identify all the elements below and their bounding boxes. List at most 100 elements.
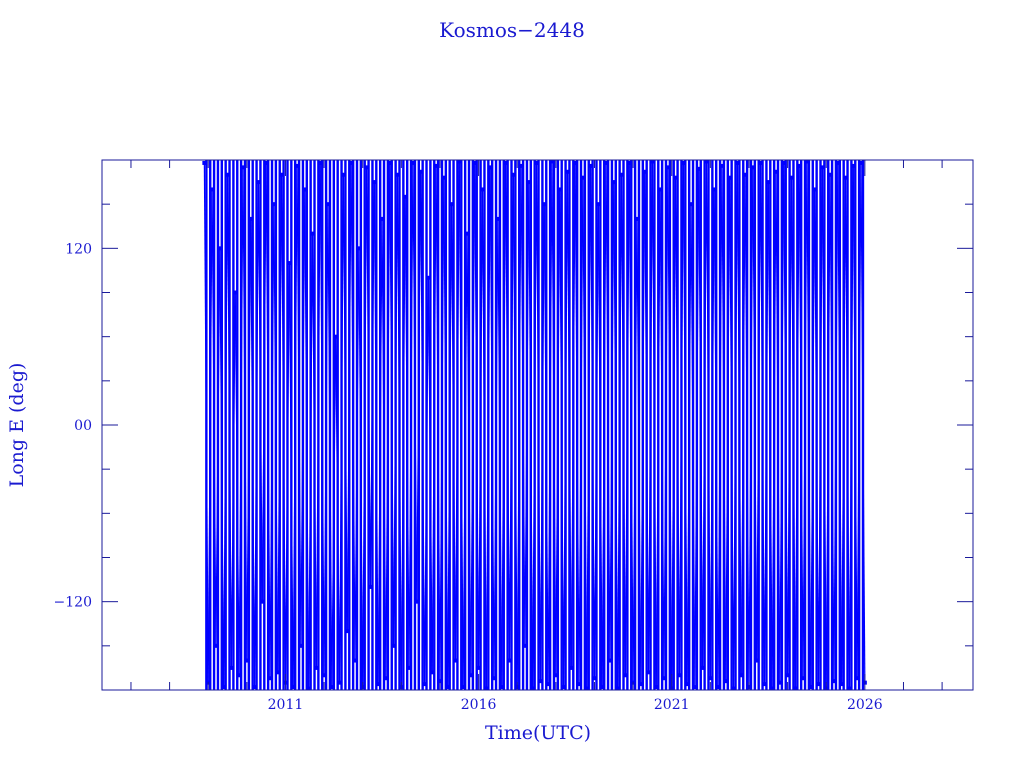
data-point [302, 187, 307, 192]
data-point [217, 246, 222, 251]
data-point [565, 169, 570, 174]
data-point [739, 673, 744, 678]
data-point [268, 676, 273, 681]
data-point [743, 172, 748, 177]
data-point [383, 676, 388, 681]
data-point [395, 172, 400, 177]
data-point [847, 686, 852, 690]
data-point [658, 187, 663, 192]
data-point [557, 187, 562, 192]
data-point [615, 686, 620, 690]
data-point [233, 290, 238, 295]
data-point [295, 163, 300, 168]
data-point [434, 163, 439, 168]
data-point [604, 160, 609, 165]
data-point [685, 682, 690, 687]
data-point [260, 599, 265, 604]
data-point [839, 682, 844, 687]
data-point [441, 175, 446, 180]
data-point [538, 679, 543, 684]
data-point [468, 673, 473, 678]
data-point [584, 686, 589, 690]
data-point [507, 658, 512, 663]
data-point [851, 163, 856, 168]
x-tick-label: 2026 [847, 697, 883, 713]
data-point [735, 160, 740, 165]
data-point [445, 685, 450, 690]
data-point [781, 160, 786, 165]
y-axis-label: Long E (deg) [6, 363, 28, 488]
data-point [453, 658, 458, 663]
data-point [546, 682, 551, 687]
data-point [530, 686, 535, 690]
data-point [812, 187, 817, 192]
data-point [256, 180, 261, 185]
data-point [410, 160, 415, 165]
data-point [240, 165, 245, 170]
data-point [461, 685, 466, 690]
data-point [364, 165, 369, 170]
data-point [793, 686, 798, 690]
data-point [820, 165, 825, 170]
data-point [391, 643, 396, 648]
data-point [708, 676, 713, 681]
data-point [750, 165, 755, 170]
data-point [766, 180, 771, 185]
data-point [797, 163, 802, 168]
data-point [801, 676, 806, 681]
data-point [333, 334, 338, 339]
data-point [754, 658, 759, 663]
data-point [503, 160, 508, 165]
data-point [623, 673, 628, 678]
y-tick-label: 120 [65, 241, 92, 257]
data-point [306, 686, 311, 690]
data-point [638, 682, 643, 687]
data-point [770, 686, 775, 690]
data-point [418, 169, 423, 174]
data-point [349, 160, 354, 165]
data-point [692, 685, 697, 690]
data-point [437, 679, 442, 684]
x-tick-labels: 2011 2016 2021 2026 [268, 697, 883, 713]
data-point [476, 665, 481, 670]
data-point [472, 160, 477, 165]
data-point [774, 169, 779, 174]
data-point [356, 246, 361, 251]
data-point [337, 680, 342, 685]
data-point [654, 685, 659, 690]
data-point [422, 682, 427, 687]
data-point [673, 175, 678, 180]
data-point [210, 187, 215, 192]
data-point [716, 685, 721, 690]
data-point [549, 160, 554, 164]
data-point [376, 682, 381, 687]
data-point [596, 202, 601, 207]
data-point [380, 216, 385, 221]
data-point [403, 194, 408, 199]
data-point [325, 202, 330, 207]
data-point [314, 665, 319, 670]
x-tick-label: 2021 [654, 697, 690, 713]
data-point [858, 160, 863, 165]
data-point [291, 685, 296, 690]
data-point [762, 682, 767, 687]
data-point [855, 676, 860, 681]
data-point [804, 160, 809, 164]
x-tick-label: 2016 [461, 697, 497, 713]
y-tick-label: 00 [74, 418, 92, 434]
data-point [264, 160, 269, 165]
data-point [650, 160, 655, 164]
data-point [310, 231, 315, 236]
data-point [430, 670, 435, 675]
data-point [681, 160, 686, 165]
data-point [341, 172, 346, 177]
data-point [828, 172, 833, 177]
data-point [484, 686, 489, 690]
data-point [526, 180, 531, 185]
x-axis-label: Time(UTC) [485, 722, 591, 744]
data-point [689, 202, 694, 207]
data-point [619, 172, 624, 177]
data-point [465, 231, 470, 236]
data-point [237, 673, 242, 678]
data-point [696, 166, 701, 171]
